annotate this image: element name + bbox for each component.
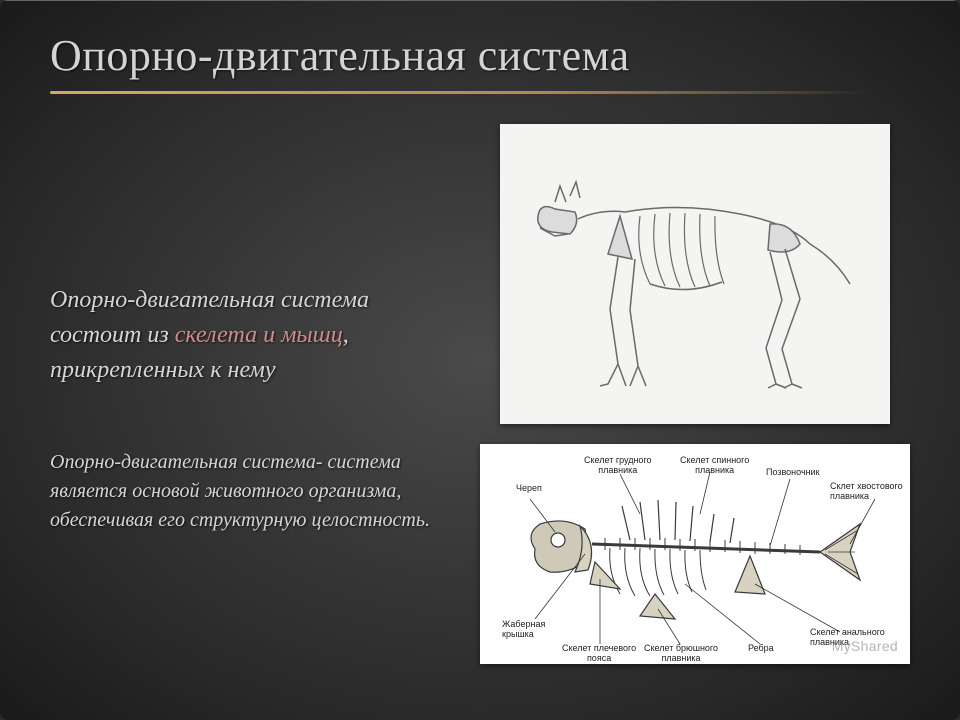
watermark: MyShared — [832, 638, 898, 654]
slide-title: Опорно-двигательная система — [50, 30, 910, 81]
label-gill: Жаберная крышка — [502, 620, 545, 640]
label-caudal: Склет хвостового плавника — [830, 482, 903, 502]
label-shoulder: Скелет плечевого пояса — [562, 644, 636, 664]
text-column: Опорно-двигательная система состоит из с… — [50, 124, 460, 684]
label-pectoral: Скелет грудного плавника — [584, 456, 652, 476]
label-skull: Череп — [516, 484, 542, 494]
image-column: Череп Жаберная крышка Скелет грудного пл… — [480, 124, 910, 684]
title-underline — [50, 91, 870, 94]
label-pelvic: Скелет брюшного плавника — [644, 644, 718, 664]
fish-skeleton-image: Череп Жаберная крышка Скелет грудного пл… — [480, 444, 910, 664]
slide: Опорно-двигательная система Опорно-двига… — [0, 0, 960, 720]
paragraph-2: Опорно-двигательная система- система явл… — [50, 448, 460, 535]
dog-skeleton-image — [500, 124, 890, 424]
dog-skeleton-svg — [500, 124, 890, 424]
label-spine: Позвоночник — [766, 468, 820, 478]
para1-highlight: скелета и мышц — [175, 322, 343, 348]
paragraph-1: Опорно-двигательная система состоит из с… — [50, 283, 460, 387]
content-area: Опорно-двигательная система состоит из с… — [50, 124, 910, 684]
label-dorsal: Скелет спинного плавника — [680, 456, 749, 476]
label-ribs: Ребра — [748, 644, 774, 654]
